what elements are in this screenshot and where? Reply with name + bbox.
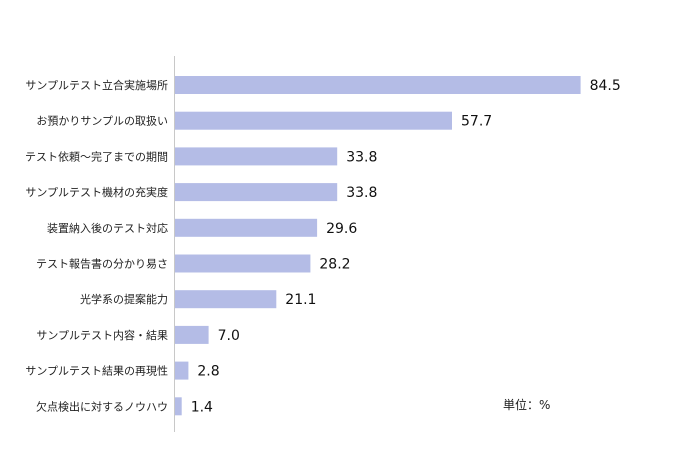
category-label-2: テスト依頼～完了までの期間 (25, 149, 168, 163)
bar-4 (175, 218, 318, 237)
bar-5 (175, 254, 311, 273)
bar-9 (175, 397, 182, 416)
bar-7 (175, 325, 209, 344)
category-label-9: 欠点検出に対するノウハウ (36, 399, 168, 413)
bar-0 (175, 76, 581, 94)
value-label-2: 33.8 (346, 149, 377, 165)
value-label-6: 21.1 (285, 292, 316, 308)
bar-3 (175, 183, 338, 202)
category-label-4: 装置納入後のテスト対応 (47, 221, 168, 235)
value-label-9: 1.4 (191, 399, 213, 415)
category-label-5: テスト報告書の分かり易さ (36, 257, 168, 271)
value-label-1: 57.7 (461, 114, 492, 130)
bars-group (175, 76, 581, 416)
category-label-7: サンプルテスト内容・結果 (36, 328, 168, 342)
bar-2 (175, 147, 338, 166)
value-label-0: 84.5 (590, 78, 621, 94)
unit-note: 単位：% (503, 397, 550, 412)
category-label-6: 光学系の提案能力 (80, 292, 168, 306)
category-labels-group: サンプルテスト立合実施場所お預かりサンプルの取扱いテスト依頼～完了までの期間サン… (25, 78, 168, 413)
value-label-3: 33.8 (346, 185, 377, 201)
category-label-0: サンプルテスト立合実施場所 (25, 78, 168, 92)
category-label-1: お預かりサンプルの取扱い (36, 114, 168, 128)
value-label-5: 28.2 (319, 257, 350, 273)
value-labels-group: 84.5 57.7 33.8 33.8 29.6 28.2 21.1 7.0 2.8 1.4 (191, 78, 621, 415)
value-label-4: 29.6 (326, 221, 357, 237)
bar-8 (175, 361, 189, 380)
category-label-8: サンプルテスト結果の再現性 (25, 364, 168, 378)
value-label-8: 2.8 (197, 364, 219, 380)
value-label-7: 7.0 (218, 328, 240, 344)
bar-1 (175, 111, 452, 130)
bar-6 (175, 290, 277, 309)
category-label-3: サンプルテスト機材の充実度 (25, 185, 168, 199)
